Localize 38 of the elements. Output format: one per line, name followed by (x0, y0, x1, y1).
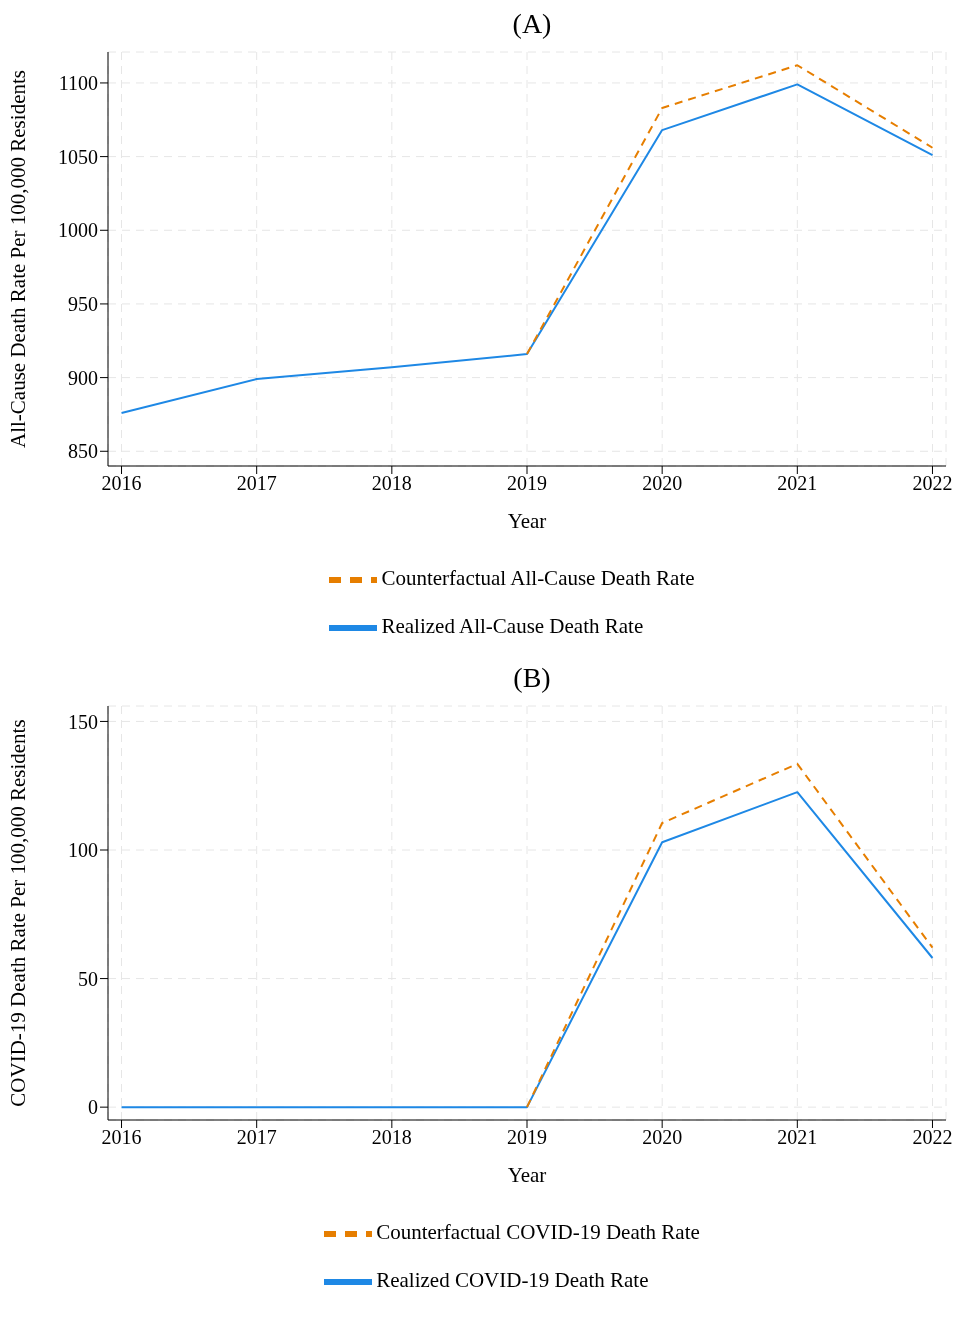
y-tick-label: 100 (68, 839, 98, 862)
legend-label: Realized All-Cause Death Rate (381, 613, 644, 638)
y-axis-title: All-Cause Death Rate Per 100,000 Residents (6, 70, 31, 448)
x-tick-label: 2017 (236, 472, 277, 495)
x-tick-label: 2020 (642, 1126, 683, 1149)
line-series (526, 64, 934, 356)
x-tick-label: 2016 (101, 472, 142, 495)
x-tick-label: 2019 (507, 1126, 547, 1149)
x-tick-label: 2017 (236, 1126, 277, 1149)
x-axis-title: Year (507, 1163, 547, 1187)
legend-label: Counterfactual All-Cause Death Rate (381, 565, 695, 590)
chart-title: (A) (511, 8, 553, 41)
line-series (120, 791, 934, 1109)
y-tick-label: 150 (68, 710, 98, 733)
y-tick-label: 0 (88, 1096, 98, 1119)
y-tick-label: 850 (68, 440, 98, 463)
x-tick-label: 2022 (912, 472, 953, 495)
chart-title: (B) (512, 662, 552, 695)
x-tick-label: 2018 (371, 472, 412, 495)
y-tick-label: 1050 (58, 145, 98, 168)
line-series (120, 83, 934, 414)
x-tick-label: 2020 (642, 472, 683, 495)
x-tick-label: 2021 (777, 1126, 818, 1149)
y-tick-label: 50 (78, 967, 98, 990)
x-tick-label: 2016 (101, 1126, 142, 1149)
legend-label: Counterfactual COVID-19 Death Rate (376, 1219, 700, 1244)
y-tick-label: 900 (68, 366, 98, 389)
legend-label: Realized COVID-19 Death Rate (376, 1267, 649, 1292)
x-tick-label: 2019 (507, 472, 547, 495)
x-tick-label: 2021 (777, 472, 818, 495)
x-axis-title: Year (507, 509, 547, 533)
x-tick-label: 2022 (912, 1126, 953, 1149)
line-series (526, 762, 934, 1109)
y-tick-label: 950 (68, 293, 98, 316)
x-tick-label: 2018 (371, 1126, 412, 1149)
y-axis-title: COVID-19 Death Rate Per 100,000 Residents (6, 719, 31, 1107)
y-tick-label: 1100 (58, 72, 98, 95)
y-tick-label: 1000 (58, 219, 98, 242)
